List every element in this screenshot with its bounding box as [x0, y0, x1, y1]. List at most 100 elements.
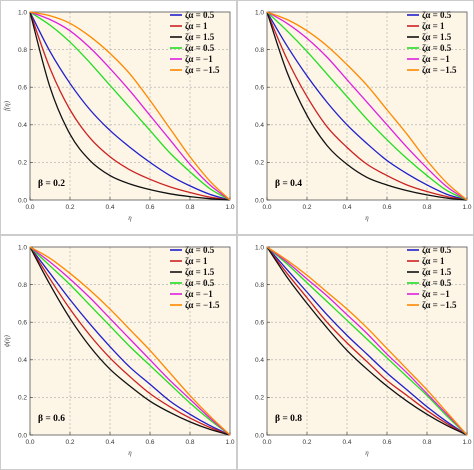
x-tick-label: 0.8	[185, 439, 194, 446]
y-tick-label: 1.0	[255, 9, 264, 16]
chart-panel-4: 0.0 0.2 0.4 0.6 0.8 1.0 0.0 0.2 0.4 0.6 0.8 1.0 η ζα …	[237, 235, 474, 470]
series-line-5	[29, 246, 231, 436]
beta-annotation: β = 0.4	[275, 179, 302, 189]
y-tick-label: 0.6	[255, 85, 264, 92]
legend-label-1: ζα = 0.5	[422, 10, 452, 20]
y-tick-label: 0.8	[255, 47, 264, 54]
plot-frame	[266, 11, 468, 201]
y-tick-label: 0.8	[18, 282, 27, 289]
y-tick-label: 0.0	[255, 197, 264, 204]
series-line-4	[29, 246, 231, 436]
x-tick-label: 0.0	[262, 204, 271, 211]
plot-frame	[266, 246, 468, 436]
y-tick-label: 0.4	[18, 122, 27, 129]
series-lines	[29, 246, 231, 436]
y-tick-label: 0.2	[18, 395, 27, 402]
legend-label-2: ζα = 1	[422, 21, 445, 31]
y-tick-label: 0.4	[255, 357, 264, 364]
series-line-2	[266, 246, 468, 436]
legend-label-5: ζα = −1	[422, 54, 450, 64]
y-tick-label: 0.2	[255, 395, 264, 402]
legend-label-5: ζα = −1	[185, 54, 213, 64]
grid	[30, 12, 230, 200]
series-line-3	[266, 11, 468, 201]
y-axis-label: ϕ(η)	[3, 334, 11, 346]
legend: ζα = 0.5ζα = 1ζα = 1.5ζα = 0.5ζα = −1ζα …	[407, 245, 457, 310]
legend-label-3: ζα = 1.5	[422, 32, 452, 42]
y-tick-label: 1.0	[18, 244, 27, 251]
y-axis-label: f(η)	[3, 100, 11, 111]
series-line-6	[29, 246, 231, 436]
beta-annotation: β = 0.8	[275, 414, 302, 424]
y-tick-label: 0.6	[18, 320, 27, 327]
legend: ζα = 0.5ζα = 1ζα = 1.5ζα = 0.5ζα = −1ζα …	[407, 10, 457, 75]
x-tick-label: 0.0	[25, 439, 34, 446]
series-line-4	[29, 11, 231, 201]
x-axis-label: η	[365, 449, 369, 457]
plot-area	[30, 12, 230, 200]
x-tick-label: 0.2	[302, 439, 311, 446]
series-line-1	[29, 11, 231, 201]
x-tick-label: 0.4	[342, 439, 351, 446]
legend-label-1: ζα = 0.5	[422, 245, 452, 255]
x-tick-label: 0.8	[422, 204, 431, 211]
legend-label-6: ζα = −1.5	[422, 300, 457, 310]
legend-label-3: ζα = 1.5	[185, 267, 215, 277]
y-tick-label: 0.8	[255, 282, 264, 289]
plot-area	[267, 247, 467, 435]
legend-label-6: ζα = −1.5	[185, 65, 220, 75]
x-axis-label: η	[128, 214, 132, 222]
x-tick-label: 0.2	[65, 439, 74, 446]
x-tick-label: 1.0	[462, 204, 471, 211]
series-line-4	[266, 246, 468, 436]
x-tick-label: 0.2	[302, 204, 311, 211]
y-tick-label: 0.4	[18, 357, 27, 364]
legend-label-2: ζα = 1	[422, 256, 445, 266]
y-tick-label: 0.0	[18, 197, 27, 204]
x-tick-label: 0.8	[422, 439, 431, 446]
series-lines	[29, 11, 231, 201]
legend-label-6: ζα = −1.5	[422, 65, 457, 75]
plot-frame	[29, 11, 231, 201]
series-line-4	[266, 11, 468, 201]
legend-label-5: ζα = −1	[185, 289, 213, 299]
legend-label-2: ζα = 1	[185, 21, 208, 31]
series-line-2	[266, 11, 468, 201]
series-line-5	[29, 11, 231, 201]
series-line-6	[266, 11, 468, 201]
series-line-5	[266, 11, 468, 201]
legend-label-4: ζα = 0.5	[422, 278, 452, 288]
chart-panel-1: 0.0 0.2 0.4 0.6 0.8 1.0 0.0 0.2 0.4 0.6 0.8 1.0 η f(η…	[0, 0, 237, 235]
beta-annotation: β = 0.6	[38, 414, 65, 424]
x-axis-label: η	[365, 214, 369, 222]
chart-panel-2: 0.0 0.2 0.4 0.6 0.8 1.0 0.0 0.2 0.4 0.6 0.8 1.0 η ζα …	[237, 0, 474, 235]
series-line-6	[266, 246, 468, 436]
x-axis-label: η	[128, 449, 132, 457]
x-tick-label: 0.6	[145, 439, 154, 446]
x-tick-label: 0.0	[25, 204, 34, 211]
legend-label-1: ζα = 0.5	[185, 10, 215, 20]
x-tick-label: 0.4	[105, 204, 114, 211]
legend-label-3: ζα = 1.5	[422, 267, 452, 277]
y-tick-label: 0.2	[255, 160, 264, 167]
beta-annotation: β = 0.2	[38, 179, 65, 189]
legend-label-5: ζα = −1	[422, 289, 450, 299]
x-tick-label: 0.4	[342, 204, 351, 211]
series-lines	[266, 11, 468, 201]
legend-label-3: ζα = 1.5	[185, 32, 215, 42]
y-tick-label: 1.0	[255, 244, 264, 251]
series-line-5	[266, 246, 468, 436]
x-tick-label: 0.6	[382, 439, 391, 446]
x-tick-label: 1.0	[225, 439, 234, 446]
legend-label-6: ζα = −1.5	[185, 300, 220, 310]
y-tick-label: 0.6	[255, 320, 264, 327]
x-tick-label: 0.6	[145, 204, 154, 211]
series-line-1	[29, 246, 231, 436]
legend: ζα = 0.5ζα = 1ζα = 1.5ζα = 0.5ζα = −1ζα …	[170, 10, 220, 75]
legend-label-4: ζα = 0.5	[185, 278, 215, 288]
x-tick-label: 1.0	[225, 204, 234, 211]
y-tick-label: 0.2	[18, 160, 27, 167]
series-line-1	[266, 11, 468, 201]
series-line-2	[29, 246, 231, 436]
legend-label-1: ζα = 0.5	[185, 245, 215, 255]
